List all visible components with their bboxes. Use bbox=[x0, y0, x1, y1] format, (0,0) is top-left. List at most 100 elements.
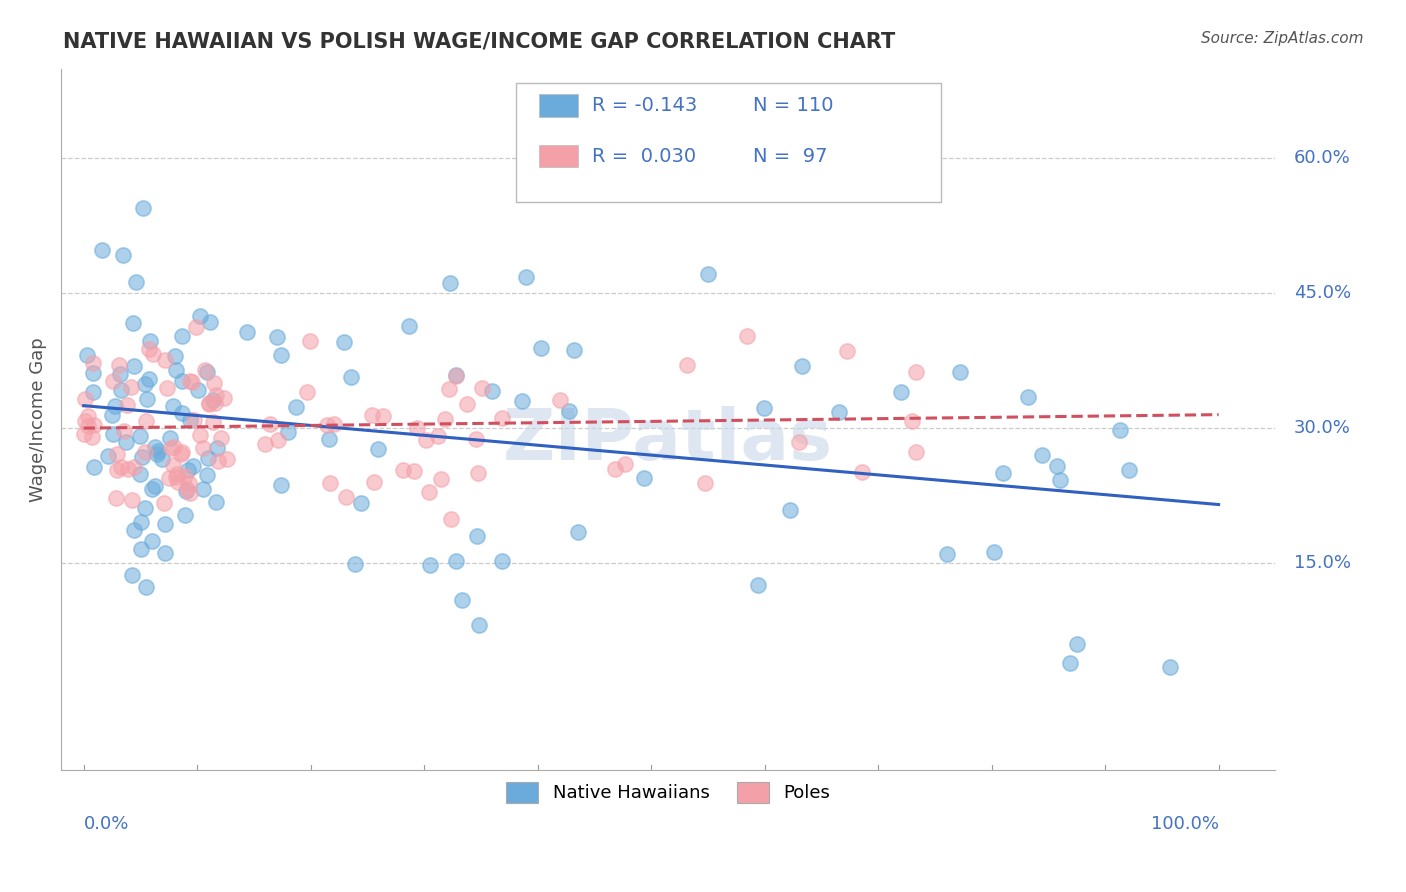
Point bbox=[406, 421, 429, 435]
Point bbox=[124, 460, 146, 475]
Point bbox=[936, 547, 959, 561]
Point bbox=[512, 394, 534, 409]
Point bbox=[900, 414, 922, 428]
Point bbox=[90, 243, 112, 257]
Point bbox=[107, 358, 129, 372]
Point bbox=[148, 443, 170, 458]
Point bbox=[172, 406, 194, 420]
Point bbox=[297, 384, 319, 399]
Point bbox=[735, 328, 758, 343]
Point bbox=[209, 431, 232, 445]
FancyBboxPatch shape bbox=[516, 83, 942, 202]
Point bbox=[207, 454, 229, 468]
Point bbox=[197, 450, 219, 465]
Point bbox=[335, 490, 357, 504]
Point bbox=[138, 372, 160, 386]
Point bbox=[266, 329, 288, 343]
Point bbox=[468, 617, 491, 632]
Point bbox=[567, 525, 589, 540]
Point bbox=[121, 492, 143, 507]
Point bbox=[790, 359, 813, 373]
Point bbox=[828, 405, 851, 419]
Point bbox=[339, 369, 361, 384]
Text: 30.0%: 30.0% bbox=[1294, 419, 1350, 437]
Point bbox=[212, 391, 235, 405]
Point bbox=[83, 460, 105, 475]
Point bbox=[111, 247, 134, 261]
Point bbox=[155, 381, 177, 395]
Point bbox=[491, 554, 513, 568]
Point bbox=[166, 467, 188, 481]
Point bbox=[429, 472, 451, 486]
Point bbox=[160, 442, 183, 456]
Point bbox=[104, 400, 127, 414]
Point bbox=[170, 445, 193, 459]
Point bbox=[456, 397, 478, 411]
Point bbox=[124, 275, 146, 289]
Point bbox=[277, 425, 299, 439]
Point bbox=[179, 413, 201, 427]
Point bbox=[167, 475, 190, 490]
Point bbox=[491, 410, 513, 425]
Point bbox=[181, 459, 204, 474]
Point bbox=[163, 440, 186, 454]
Point bbox=[162, 458, 184, 472]
Point bbox=[467, 466, 489, 480]
Point bbox=[135, 414, 157, 428]
Point bbox=[176, 482, 198, 496]
Point bbox=[562, 343, 585, 358]
Point bbox=[183, 413, 205, 427]
Point bbox=[515, 269, 537, 284]
Point bbox=[1059, 657, 1081, 671]
Point bbox=[105, 462, 128, 476]
Point bbox=[613, 457, 636, 471]
Point bbox=[115, 398, 138, 412]
Point bbox=[361, 409, 384, 423]
Point bbox=[129, 541, 152, 556]
Point bbox=[105, 491, 128, 505]
Point bbox=[115, 434, 138, 449]
Point bbox=[197, 397, 219, 411]
Point bbox=[179, 476, 201, 491]
Point bbox=[905, 445, 928, 459]
Point bbox=[83, 417, 105, 432]
Point bbox=[402, 464, 425, 478]
Text: N =  97: N = 97 bbox=[754, 146, 828, 166]
Point bbox=[392, 463, 415, 477]
Point bbox=[172, 329, 194, 343]
Point bbox=[134, 444, 156, 458]
Text: R = -0.143: R = -0.143 bbox=[592, 96, 697, 115]
Point bbox=[1066, 636, 1088, 650]
Point bbox=[73, 392, 96, 406]
Point bbox=[142, 347, 165, 361]
FancyBboxPatch shape bbox=[540, 145, 578, 168]
Point bbox=[174, 468, 197, 483]
Text: 15.0%: 15.0% bbox=[1294, 554, 1351, 572]
Point bbox=[1108, 423, 1130, 437]
Point bbox=[481, 384, 503, 398]
Point bbox=[371, 409, 394, 423]
Text: NATIVE HAWAIIAN VS POLISH WAGE/INCOME GAP CORRELATION CHART: NATIVE HAWAIIAN VS POLISH WAGE/INCOME GA… bbox=[63, 31, 896, 51]
Point bbox=[676, 358, 699, 372]
Point bbox=[367, 442, 389, 456]
Point bbox=[105, 447, 128, 461]
Point bbox=[285, 400, 308, 414]
Text: 45.0%: 45.0% bbox=[1294, 285, 1351, 302]
Point bbox=[418, 485, 440, 500]
Point bbox=[202, 393, 225, 408]
Point bbox=[333, 334, 356, 349]
Point bbox=[350, 496, 373, 510]
Point bbox=[437, 382, 460, 396]
Point bbox=[165, 469, 187, 483]
Point bbox=[696, 268, 718, 282]
Point bbox=[129, 516, 152, 530]
Point bbox=[835, 343, 858, 358]
Point bbox=[143, 479, 166, 493]
Point bbox=[259, 417, 281, 432]
Text: N = 110: N = 110 bbox=[754, 96, 834, 115]
Point bbox=[1046, 458, 1069, 473]
Point bbox=[787, 435, 810, 450]
Point bbox=[323, 417, 346, 431]
Point bbox=[316, 417, 339, 432]
Point bbox=[143, 440, 166, 454]
